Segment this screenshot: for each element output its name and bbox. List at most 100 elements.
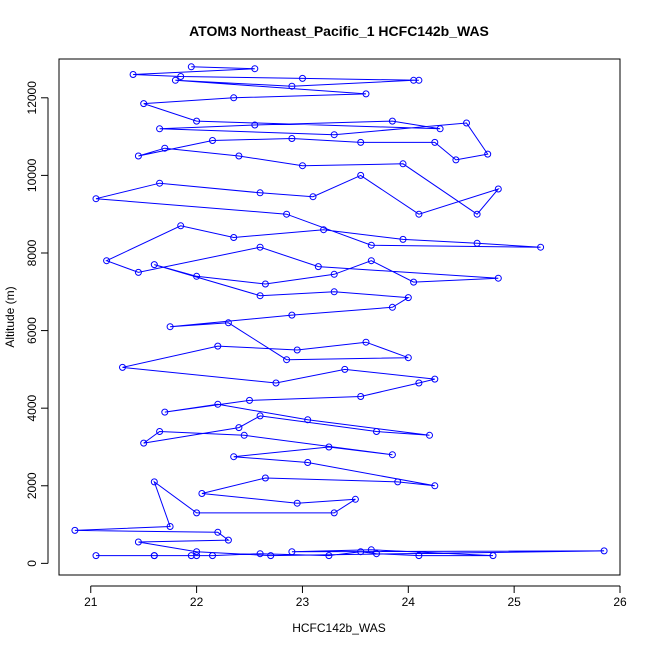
- data-point: [267, 552, 275, 560]
- data-point: [304, 416, 312, 424]
- y-tick-label: 0: [25, 560, 39, 567]
- data-point: [288, 135, 296, 142]
- data-point: [431, 375, 439, 383]
- data-point: [351, 495, 359, 503]
- data-point: [209, 137, 216, 144]
- data-point: [399, 160, 407, 168]
- data-point: [256, 243, 264, 251]
- data-point: [362, 90, 370, 98]
- data-point: [224, 319, 232, 327]
- data-point: [473, 210, 481, 218]
- data-point: [193, 548, 201, 556]
- data-point: [230, 234, 238, 241]
- y-tick-label: 2000: [25, 472, 39, 499]
- data-point: [71, 526, 79, 534]
- plot-frame: [58, 58, 621, 576]
- data-point: [256, 550, 264, 558]
- x-tick-label: 22: [190, 595, 204, 609]
- data-point: [288, 548, 296, 556]
- data-point: [177, 222, 185, 230]
- chart-title: ATOM3 Northeast_Pacific_1 HCFC142b_WAS: [189, 23, 489, 39]
- data-point: [92, 195, 100, 203]
- y-axis-label: Altitude (m): [3, 286, 17, 347]
- data-point: [150, 478, 158, 486]
- data-point: [193, 552, 201, 560]
- data-point: [404, 354, 412, 362]
- data-point: [261, 280, 269, 288]
- x-axis: 21 22 23 24 25 26: [84, 585, 627, 609]
- data-point: [325, 443, 333, 451]
- data-point: [410, 76, 418, 84]
- data-point: [171, 76, 179, 84]
- y-tick-label: 6000: [25, 317, 39, 344]
- data-point: [410, 278, 418, 286]
- data-point: [193, 117, 201, 125]
- data-point: [161, 144, 169, 152]
- data-point: [119, 363, 126, 371]
- data-point: [256, 412, 264, 420]
- x-tick-label: 23: [296, 595, 310, 609]
- data-point: [600, 547, 608, 555]
- data-point: [367, 257, 375, 265]
- data-point: [426, 431, 433, 439]
- data-point: [187, 63, 195, 71]
- data-point: [134, 268, 142, 276]
- data-point: [156, 428, 164, 435]
- data-point: [415, 379, 423, 387]
- data-point: [388, 303, 396, 311]
- data-point: [431, 138, 439, 146]
- data-point: [240, 431, 248, 439]
- x-tick-label: 24: [402, 595, 416, 609]
- data-point: [193, 509, 201, 517]
- data-point: [283, 356, 291, 364]
- y-axis: 0 2000 4000 6000 8000 10000 12000: [25, 81, 49, 567]
- y-tick-label: 8000: [25, 239, 39, 266]
- data-point: [357, 393, 365, 400]
- data-point: [320, 226, 328, 234]
- data-point: [293, 346, 301, 354]
- data-point: [394, 478, 402, 486]
- data-point: [177, 73, 185, 80]
- data-point: [373, 428, 380, 435]
- data-point: [288, 311, 296, 319]
- data-point: [388, 117, 396, 125]
- data-point: [283, 210, 291, 218]
- data-point: [166, 523, 174, 530]
- series-layer: [71, 63, 608, 560]
- data-point: [367, 546, 375, 554]
- y-tick-label: 12000: [25, 81, 39, 115]
- data-point: [214, 342, 222, 350]
- data-point: [463, 119, 470, 127]
- data-point: [436, 125, 444, 133]
- data-point: [103, 257, 111, 265]
- data-point: [209, 552, 216, 560]
- data-point: [156, 179, 164, 187]
- data-point: [399, 235, 407, 243]
- data-point: [193, 272, 201, 280]
- data-point: [235, 424, 243, 432]
- data-point: [373, 550, 380, 558]
- data-point: [129, 71, 137, 78]
- data-point: [299, 162, 306, 170]
- data-point: [230, 453, 238, 461]
- data-point: [309, 193, 317, 201]
- data-point: [415, 76, 423, 84]
- data-point: [256, 292, 264, 300]
- data-point: [494, 274, 502, 282]
- data-point: [362, 338, 370, 346]
- data-point: [272, 379, 280, 387]
- data-point: [330, 270, 338, 278]
- x-tick-label: 25: [507, 595, 521, 609]
- data-point: [235, 152, 243, 160]
- data-point: [224, 536, 232, 544]
- data-point: [140, 439, 148, 447]
- data-point: [314, 263, 322, 271]
- x-tick-label: 26: [613, 595, 627, 609]
- data-point: [198, 490, 206, 497]
- data-point: [134, 152, 142, 160]
- data-point: [214, 400, 222, 408]
- data-point: [166, 323, 174, 331]
- data-point: [187, 552, 195, 560]
- data-point: [537, 243, 545, 251]
